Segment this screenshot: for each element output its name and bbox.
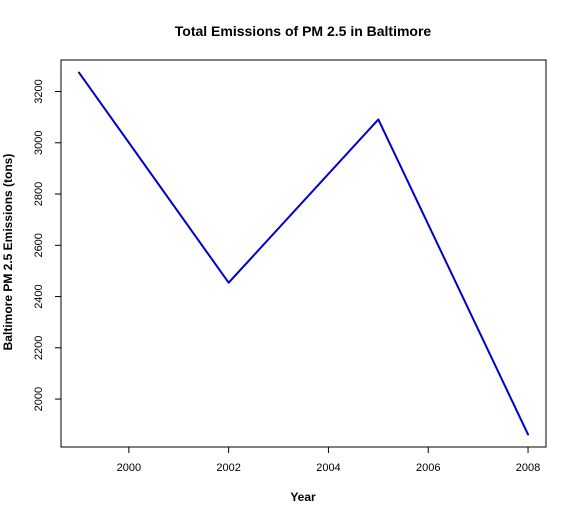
x-axis: 2000 2002 2004 2006 2008 [117, 446, 540, 474]
x-axis-label: Year [290, 490, 316, 504]
y-tick-label: 3200 [33, 79, 45, 103]
x-tick-label: 2000 [117, 462, 141, 474]
y-tick-label: 2400 [33, 284, 45, 308]
y-tick-label: 2200 [33, 336, 45, 360]
y-axis: 2000 2200 2400 2600 2800 3000 3200 [33, 79, 62, 411]
y-axis-label: Baltimore PM 2.5 Emissions (tons) [1, 154, 15, 351]
y-tick-label: 2000 [33, 387, 45, 411]
y-tick-label: 2600 [33, 233, 45, 257]
plot-frame [60, 59, 547, 448]
x-tick-label: 2008 [516, 462, 540, 474]
x-tick-label: 2006 [416, 462, 440, 474]
y-tick-label: 2800 [33, 182, 45, 206]
y-tick-label: 3000 [33, 131, 45, 155]
chart-title: Total Emissions of PM 2.5 in Baltimore [175, 23, 432, 39]
series-layer [77, 71, 530, 436]
x-tick-label: 2004 [316, 462, 340, 474]
series-line [77, 71, 530, 436]
x-tick-label: 2002 [216, 462, 240, 474]
